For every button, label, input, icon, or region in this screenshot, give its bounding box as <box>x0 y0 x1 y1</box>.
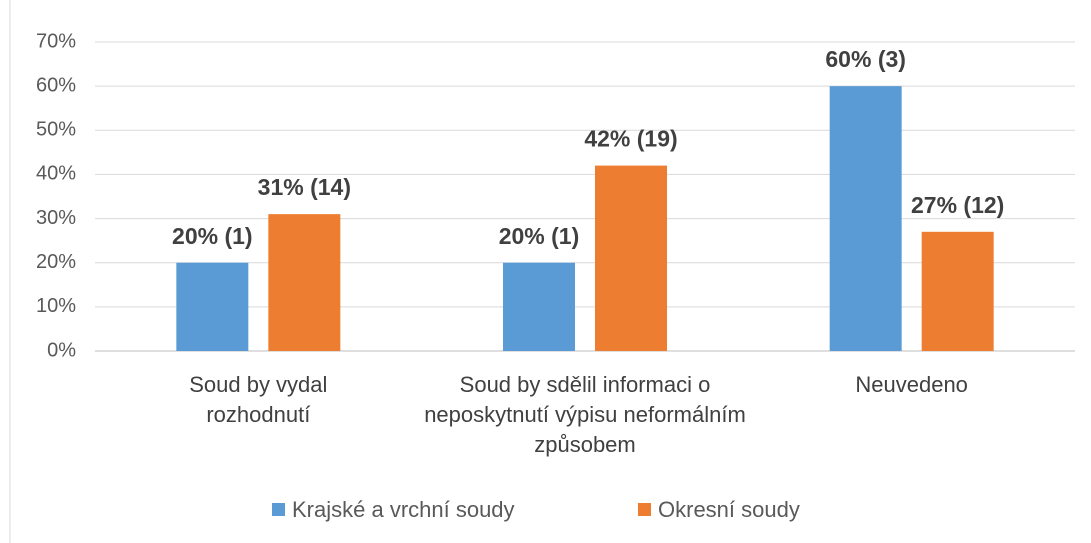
bar <box>176 262 249 351</box>
bar <box>829 86 902 352</box>
data-label: 20% (1) <box>499 223 580 249</box>
y-tick-label: 50% <box>36 119 76 141</box>
y-tick-label: 60% <box>36 74 76 96</box>
x-tick-label: Soud by vydal rozhodnutí <box>189 372 328 427</box>
bar <box>503 262 575 351</box>
y-tick-label: 30% <box>36 207 76 229</box>
bar <box>921 231 994 351</box>
y-tick-label: 10% <box>36 295 76 317</box>
legend-swatch <box>638 503 651 516</box>
legend-swatch <box>272 503 285 516</box>
data-label: 31% (14) <box>258 174 351 200</box>
y-tick-label: 40% <box>36 163 76 185</box>
data-label: 27% (12) <box>911 192 1004 218</box>
data-label: 60% (3) <box>825 46 906 72</box>
bar <box>268 214 341 351</box>
legend-label: Krajské a vrchní soudy <box>292 497 515 522</box>
y-tick-label: 0% <box>47 339 76 361</box>
legend-label: Okresní soudy <box>658 497 800 522</box>
data-label: 42% (19) <box>584 126 677 152</box>
x-tick-label: Soud by sdělil informaci o neposkytnutí … <box>424 372 746 457</box>
bar <box>595 165 667 351</box>
y-tick-label: 20% <box>36 251 76 273</box>
x-tick-label: Neuvedeno <box>855 372 968 397</box>
data-label: 20% (1) <box>172 223 253 249</box>
y-tick-label: 70% <box>36 30 76 52</box>
